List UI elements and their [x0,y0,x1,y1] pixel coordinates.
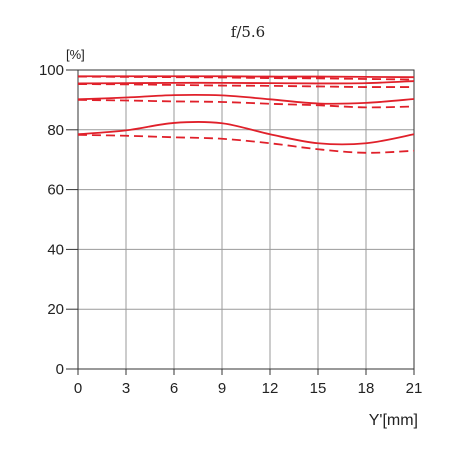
series-line-7-solid [77,121,415,146]
x-tick-label-0: 0 [74,380,82,397]
y-tick-label-100: 100 [39,62,64,79]
grid-lines [78,70,414,369]
x-axis-title: Y'[mm] [369,412,418,429]
x-tick-label-18: 18 [358,380,375,397]
series-lines [77,75,415,154]
x-tick-label-3: 3 [122,380,130,397]
x-tick-label-9: 9 [218,380,226,397]
x-tick-label-6: 6 [170,380,178,397]
series-line-1-solid [78,75,415,79]
chart-title: f/5.6 [231,23,265,41]
y-tick-label-80: 80 [47,122,64,139]
series-line-8-dashed [77,133,415,154]
tick-labels: 0 3 6 9 12 15 18 21 0 20 40 60 80 100 [39,62,422,397]
y-tick-label-0: 0 [56,361,64,378]
x-tick-label-21: 21 [406,380,423,397]
y-tick-label-20: 20 [47,301,64,318]
y-unit-label: [%] [66,47,85,62]
x-tick-label-15: 15 [310,380,327,397]
y-tick-label-60: 60 [47,182,64,199]
x-tick-label-12: 12 [262,380,279,397]
series-line-6-dashed [77,99,415,109]
plot-frame [77,69,415,370]
series-line-3-solid [77,80,415,85]
y-tick-label-40: 40 [47,241,64,258]
series-line-5-solid [77,93,415,105]
series-line-2-dashed [77,75,415,81]
axes [66,69,415,375]
series-line-4-dashed [77,83,415,88]
